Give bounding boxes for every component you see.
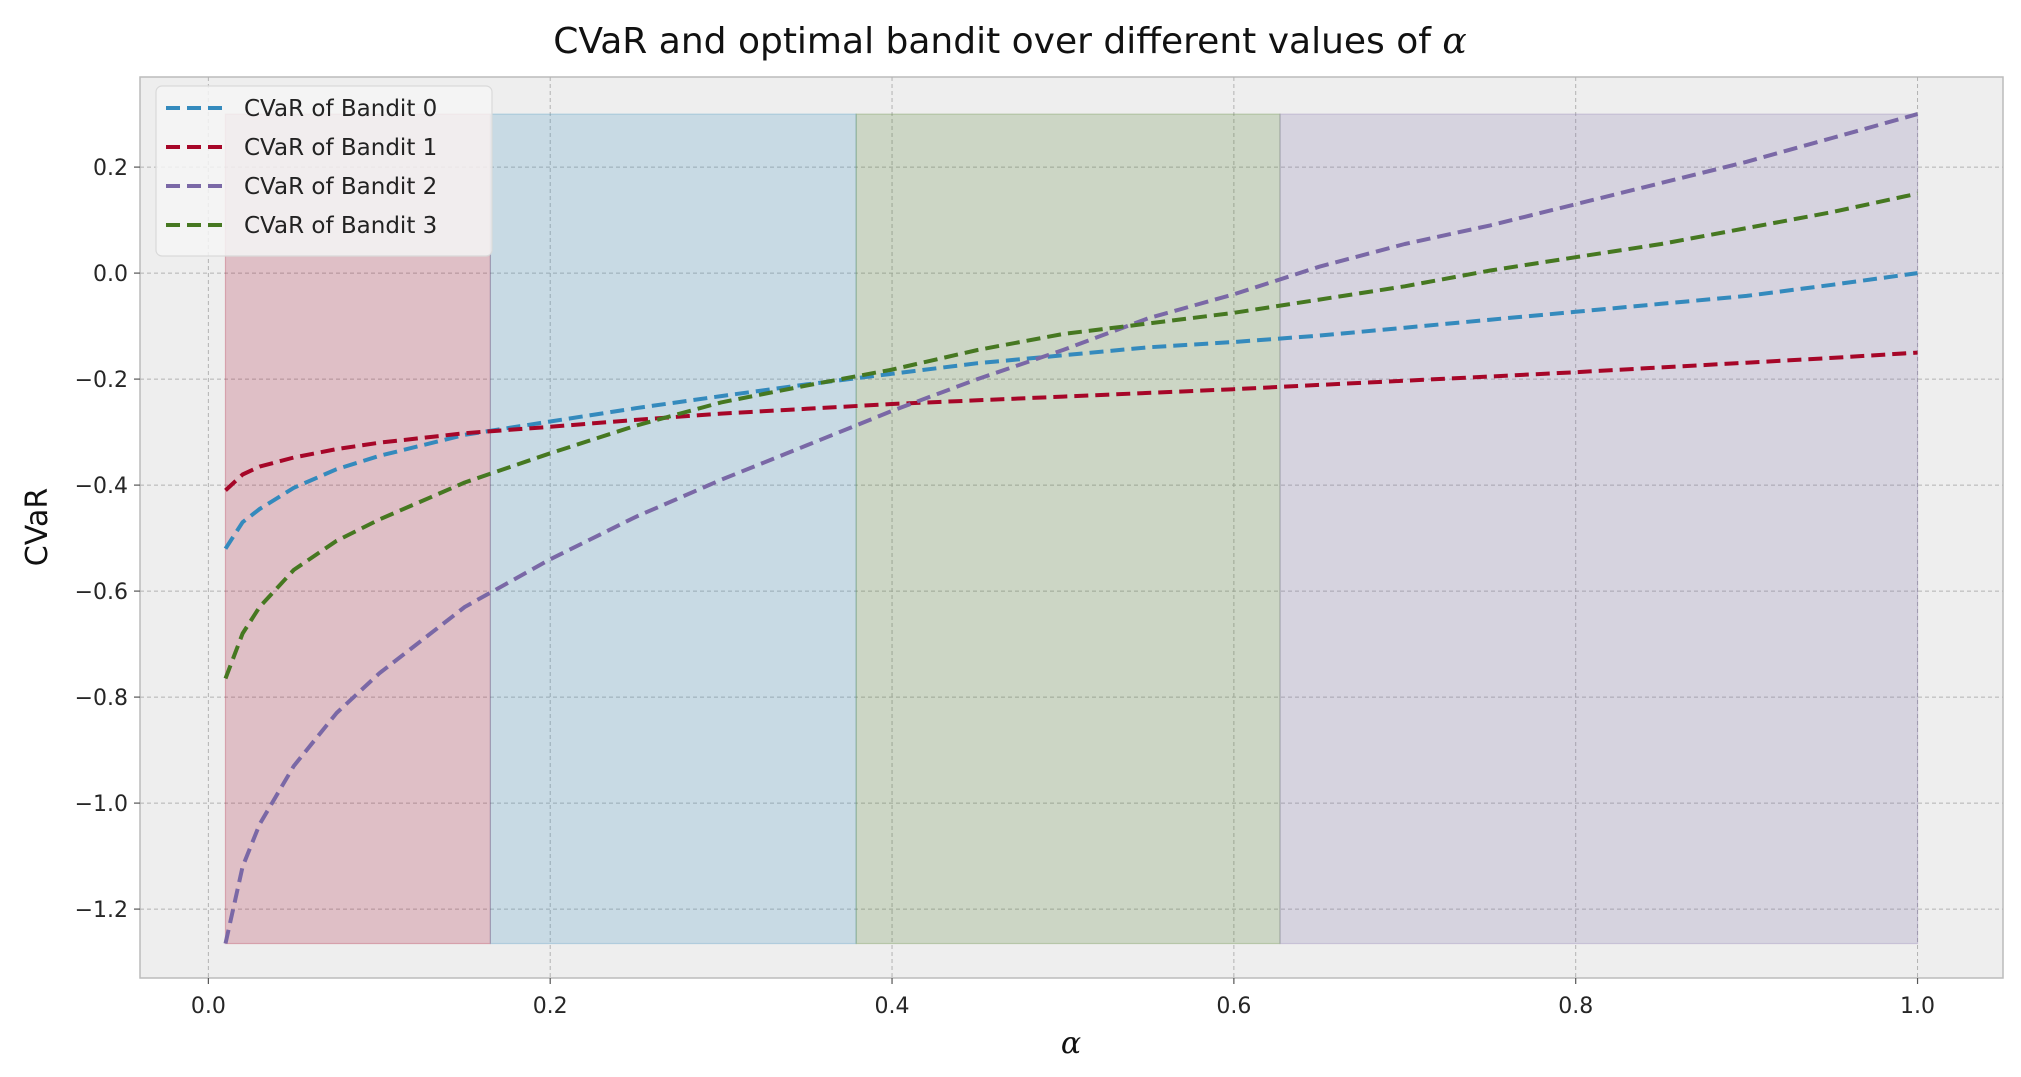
x-axis-label: α bbox=[1061, 1026, 1081, 1061]
optimal-region-3 bbox=[1279, 113, 1919, 945]
series-line-bandit-2 bbox=[223, 112, 1919, 944]
x-tick-label: 1.0 bbox=[1900, 994, 1935, 1019]
y-tick-label: 0.2 bbox=[93, 156, 128, 181]
optimal-region-1 bbox=[489, 113, 857, 945]
legend-label-2: CVaR of Bandit 2 bbox=[244, 174, 437, 200]
x-tick-label: 0.6 bbox=[1216, 994, 1251, 1019]
chart-title-text: CVaR and optimal bandit over different v… bbox=[553, 21, 1442, 62]
x-tick-label: 0.8 bbox=[1558, 994, 1593, 1019]
optimal-region-2 bbox=[855, 113, 1281, 945]
y-tick-label: −1.2 bbox=[75, 898, 128, 923]
legend-box bbox=[155, 85, 493, 257]
x-tick-label: 0.4 bbox=[875, 994, 910, 1019]
y-tick-label: −0.8 bbox=[75, 686, 128, 711]
x-tick-label: 0.2 bbox=[533, 994, 568, 1019]
legend-items: CVaR of Bandit 0 CVaR of Bandit 1 CVaR of … bbox=[166, 96, 437, 239]
legend-label-1: CVaR of Bandit 1 bbox=[244, 135, 437, 161]
series-line-bandit-0 bbox=[223, 271, 1918, 550]
y-tick-label: −0.2 bbox=[75, 368, 128, 393]
chart-title-alpha: α bbox=[1442, 21, 1466, 62]
series-line-bandit-3 bbox=[223, 191, 1918, 680]
optimal-bandit-regions bbox=[224, 113, 1919, 945]
y-tick-label: −0.4 bbox=[75, 474, 128, 499]
legend-label-0: CVaR of Bandit 0 bbox=[244, 96, 437, 122]
series-lines bbox=[223, 112, 1919, 944]
x-tick-label: 0.0 bbox=[191, 994, 226, 1019]
y-tick-label: 0.0 bbox=[93, 262, 128, 287]
legend-label-3: CVaR of Bandit 3 bbox=[244, 213, 437, 239]
y-tick-label: −0.6 bbox=[75, 580, 128, 605]
y-axis-label: CVaR bbox=[20, 488, 55, 566]
chart-title: CVaR and optimal bandit over different v… bbox=[553, 21, 1466, 62]
tick-labels: 0.0 0.2 0.4 0.6 0.8 1.0 0.2 0.0 −0.2 −0.4 −0.6 −0.8… bbox=[75, 156, 1935, 1019]
y-tick-label: −1.0 bbox=[75, 792, 128, 817]
legend: CVaR of Bandit 0 CVaR of Bandit 1 CVaR of … bbox=[155, 85, 493, 257]
series-line-bandit-1 bbox=[224, 350, 1918, 492]
